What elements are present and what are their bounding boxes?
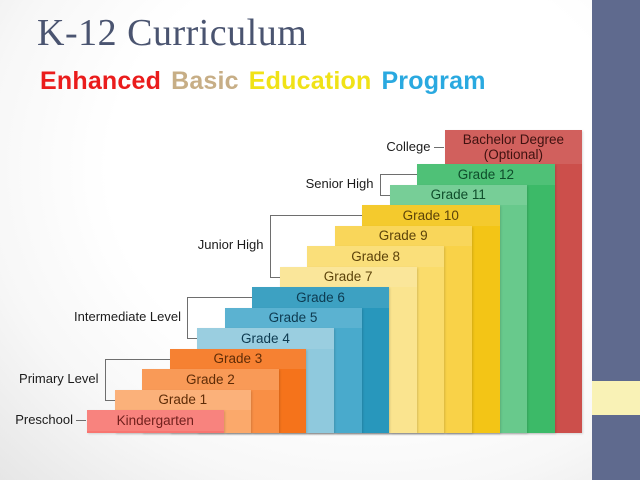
bracket-arm [269,276,280,278]
slide-title: K-12 Curriculum [37,12,308,54]
grade-label-text: Grade 7 [323,269,373,285]
grade-label-text: Grade 10 [402,207,459,223]
grade-step-kindergarten: Kindergarten [87,410,224,433]
grade-label-text: Grade 5 [268,310,318,326]
grade-label: Grade 4 [197,328,334,349]
bracket-junior-high [269,215,377,278]
grade-label-subtext: (Optional) [483,147,544,162]
subtitle-word-basic: Basic [171,67,239,95]
bracket-arm [104,399,115,401]
grade-label: Grade 12 [417,164,555,185]
grade-label-text: Grade 9 [378,228,428,244]
connector-line-preschool [76,420,86,422]
grade-label: Grade 10 [362,205,500,226]
stage-label-senior-high: Senior High [305,175,374,191]
grade-label: Kindergarten [87,410,224,431]
grade-label: Grade 8 [307,246,445,267]
bracket-arm [187,338,197,339]
right-sidebar-accent-block [592,381,640,415]
grade-label-text: Grade 3 [213,351,263,367]
grade-label-text: Bachelor Degree [462,132,565,147]
connector-line-college [433,147,444,148]
grade-label: Grade 11 [389,184,528,205]
stage-label-college: College [386,138,431,154]
grade-label-text: Grade 1 [158,392,208,408]
stage-label-junior-high: Junior High [197,237,264,253]
stage-label-primary-level: Primary Level [19,370,99,386]
grade-label-text: Grade 12 [457,166,514,182]
grade-label-text: Grade 4 [241,330,290,346]
grade-label: Grade 7 [279,266,417,287]
stage-label-intermediate-level: Intermediate Level [74,309,181,324]
grade-label: Grade 5 [224,307,362,328]
grade-label-text: Grade 2 [185,371,235,387]
grade-label: Grade 6 [252,287,390,308]
grade-label: Grade 1 [114,389,252,410]
grade-label-text: Kindergarten [116,412,194,428]
grade-label-text: Grade 6 [296,289,345,305]
bracket-arm [379,194,390,196]
slide-subtitle: Enhanced Basic Education Program [40,67,496,96]
subtitle-word-education: Education [248,67,372,95]
bracket-primary-level [104,358,185,401]
subtitle-word-program: Program [381,67,486,95]
bracket-intermediate-level [187,297,267,339]
grade-label: Grade 9 [334,225,472,246]
bracket-senior-high [379,174,432,196]
subtitle-word-enhanced: Enhanced [40,67,162,95]
stage-label-preschool: Preschool [15,411,73,427]
grade-label: Grade 3 [169,348,307,369]
grade-label-text: Grade 11 [430,187,486,203]
grade-label: Grade 2 [142,369,279,390]
grade-label-text: Grade 8 [351,248,401,264]
grade-label: Bachelor Degree (Optional) [444,130,583,164]
